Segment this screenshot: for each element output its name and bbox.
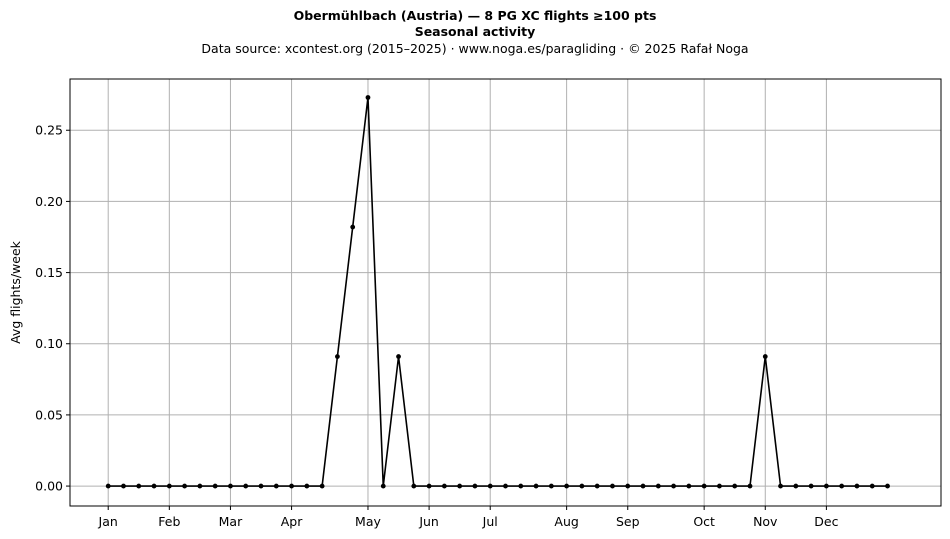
chart-titles: Obermühlbach (Austria) — 8 PG XC flights… — [0, 8, 950, 58]
x-tick-label: Dec — [814, 514, 838, 529]
x-tick-label: Feb — [158, 514, 180, 529]
data-point — [426, 483, 432, 489]
data-point — [319, 483, 325, 489]
x-tick-label: Mar — [219, 514, 243, 529]
x-tick-label: Sep — [616, 514, 640, 529]
data-point — [151, 483, 157, 489]
chart-title: Obermühlbach (Austria) — 8 PG XC flights… — [293, 8, 657, 23]
plot-frame — [69, 78, 942, 507]
data-point — [350, 224, 356, 230]
data-point — [228, 483, 233, 489]
data-point — [778, 483, 783, 489]
data-point — [273, 483, 279, 489]
data-point — [717, 483, 722, 489]
data-point — [548, 483, 554, 489]
data-point — [594, 483, 600, 489]
x-tick-label: Nov — [753, 514, 778, 529]
data-point — [762, 354, 768, 359]
data-point — [457, 483, 463, 489]
data-point — [640, 483, 646, 489]
data-point — [136, 483, 142, 489]
y-tick-label: 0.20 — [35, 194, 63, 209]
data-point — [625, 483, 631, 489]
chart-subtitle: Seasonal activity — [414, 24, 536, 39]
data-point — [411, 483, 417, 489]
y-tick-label: 0.00 — [35, 479, 63, 494]
series-line — [108, 96, 888, 487]
y-tick-label: 0.10 — [35, 336, 63, 351]
data-point — [869, 483, 875, 489]
data-point — [686, 483, 692, 489]
x-axis-ticks: Jan Feb Mar Apr May Jun Jul Aug Sep Oct Nov Dec — [98, 506, 839, 529]
data-point — [243, 483, 249, 489]
data-point — [671, 483, 676, 489]
y-axis-ticks: 0.00 0.05 0.10 0.15 0.20 0.25 — [35, 123, 70, 494]
data-point — [579, 483, 585, 489]
data-point — [533, 483, 539, 489]
data-point — [182, 483, 188, 489]
data-point — [105, 483, 111, 489]
data-point — [487, 483, 493, 489]
data-point — [747, 483, 753, 489]
y-axis-label: Avg flights/week — [8, 240, 23, 344]
data-point — [503, 483, 508, 489]
y-tick-label: 0.05 — [35, 407, 63, 422]
data-point — [885, 483, 890, 489]
chart-source-note: Data source: xcontest.org (2015–2025) · … — [201, 41, 749, 56]
data-point — [732, 483, 738, 489]
data-point — [839, 483, 845, 489]
data-point — [854, 483, 860, 489]
data-point — [197, 483, 203, 489]
data-point — [823, 483, 829, 489]
data-point — [610, 483, 615, 489]
data-point — [564, 483, 570, 489]
x-tick-label: Jan — [98, 514, 118, 529]
x-tick-label: Jun — [418, 514, 439, 529]
data-point — [793, 483, 799, 489]
grid-lines — [70, 79, 941, 506]
data-point — [655, 483, 661, 489]
x-tick-label: Aug — [554, 514, 578, 529]
data-point — [258, 483, 264, 489]
data-point — [380, 483, 386, 489]
data-point — [441, 483, 447, 489]
series-line-group — [105, 95, 890, 489]
x-tick-label: May — [355, 514, 381, 529]
data-point — [396, 354, 401, 359]
data-point — [304, 483, 310, 489]
x-tick-label: Jul — [482, 514, 498, 529]
data-point — [289, 483, 294, 489]
data-point — [701, 483, 707, 489]
data-point — [212, 483, 218, 489]
x-tick-label: Oct — [693, 514, 715, 529]
data-point — [121, 483, 126, 489]
x-tick-label: Apr — [281, 514, 303, 529]
data-point — [472, 483, 478, 489]
y-tick-label: 0.15 — [35, 265, 63, 280]
data-point — [166, 483, 172, 489]
data-point — [335, 354, 340, 359]
y-tick-label: 0.25 — [35, 123, 63, 138]
data-point — [518, 483, 524, 489]
data-point — [365, 95, 371, 100]
data-point — [808, 483, 814, 489]
